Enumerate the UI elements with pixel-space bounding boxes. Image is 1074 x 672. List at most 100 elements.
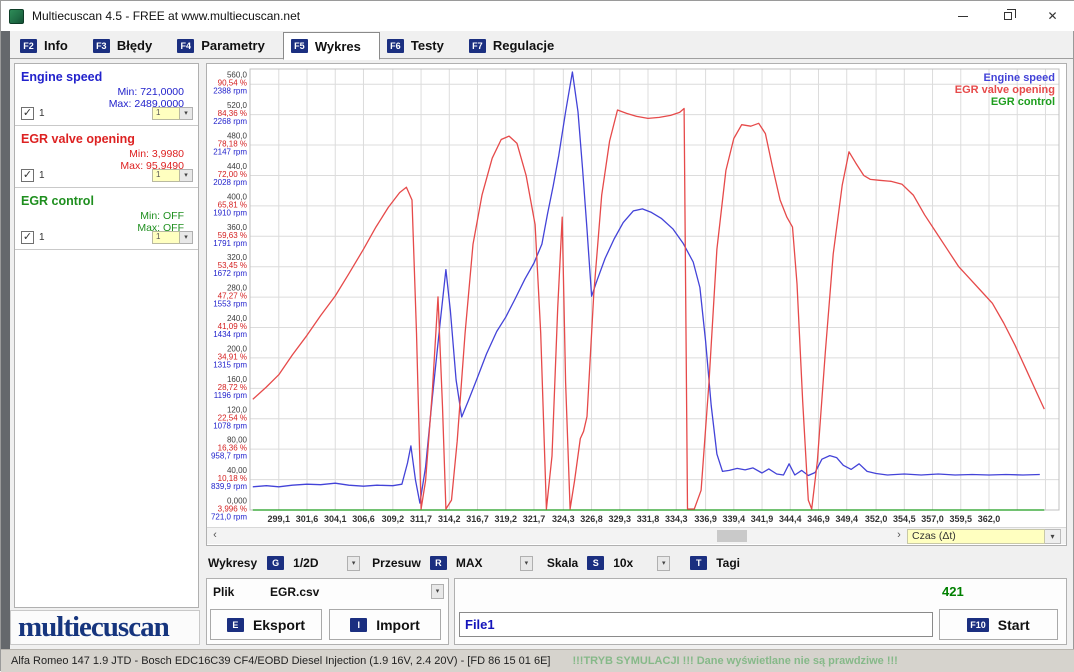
file-combo[interactable]: EGR.csv [270,585,320,599]
record-panel: 421 F10 Start [454,578,1067,645]
x-axis-tick-label: 336,9 [694,514,717,524]
channel-min-value: Min: 721,0000 [117,86,184,98]
y-axis-tick-label: 160,0 [227,375,248,384]
x-axis-tick-label: 309,2 [382,514,405,524]
tab-regulacje[interactable]: F7 Regulacje [462,33,572,59]
przesuw-combo-arrow-icon[interactable]: ▾ [519,555,533,571]
skala-combo[interactable]: 10x [613,556,634,570]
y-axis-tick-label: 84,36 % [218,109,247,118]
parameter-sidebar: Engine speed Min: 721,0000 Max: 2489,0000 ✓… [14,63,199,608]
y-axis-tick-label: 53,45 % [218,261,247,270]
x-axis-tick-label: 304,1 [324,514,347,524]
tab-parametry[interactable]: F4 Parametry [170,33,283,59]
channel-group-combo[interactable]: 1 ▾ [152,169,193,182]
window-title: Multiecuscan 4.5 - FREE at www.multiecus… [32,9,301,23]
x-axis-combo[interactable]: Czas (Δt) [907,528,1045,544]
tab-info[interactable]: F2 Info [13,33,86,59]
channel-checkbox-label: 1 [39,232,45,243]
file-combo-arrow-icon[interactable]: ▾ [431,584,444,599]
y-axis-tick-label: 0,000 [227,497,248,506]
y-axis-tick-label: 41,09 % [218,322,247,331]
title-bar: Multiecuscan 4.5 - FREE at www.multiecus… [1,1,1074,31]
vehicle-info: Alfa Romeo 147 1.9 JTD - Bosch EDC16C39 … [11,655,551,667]
y-axis-tick-label: 240,0 [227,314,248,323]
y-axis-tick-label: 40,00 [227,466,248,475]
y-axis-tick-label: 480,0 [227,132,248,141]
x-axis-tick-label: 354,5 [893,514,916,524]
skala-combo-arrow-icon[interactable]: ▾ [657,555,671,571]
tab-key-badge: F6 [386,38,404,53]
channel-group-arrow-icon[interactable]: ▾ [180,231,193,244]
x-axis-tick-label: 316,7 [466,514,489,524]
x-axis-tick-label: 324,3 [552,514,575,524]
y-axis-tick-label: 320,0 [227,253,248,262]
y-axis-tick-label: 200,0 [227,344,248,353]
legend-entry: EGR control [991,96,1055,108]
channel-group-arrow-icon[interactable]: ▾ [180,169,193,182]
tab-testy[interactable]: F6 Testy [380,33,462,59]
tab-label: Wykres [314,38,361,54]
tab-key-badge: F4 [177,38,195,53]
przesuw-label: Przesuw [372,556,421,570]
y-axis-tick-label: 22,54 % [218,413,247,422]
channel-checkbox[interactable]: ✓ [21,169,34,182]
y-axis-tick-label: 1791 rpm [213,239,247,248]
eksport-button[interactable]: E Eksport [210,609,322,640]
channel-group-combo[interactable]: 1 ▾ [152,107,193,120]
minimize-button[interactable] [940,1,985,31]
tab-wykres[interactable]: F5 Wykres [282,32,380,60]
channel-group-combo[interactable]: 1 ▾ [152,231,193,244]
scroll-right-arrow[interactable]: › [891,528,907,544]
x-axis-tick-label: 346,9 [807,514,830,524]
start-button[interactable]: F10 Start [939,609,1058,640]
channel-min-value: Min: OFF [140,210,184,222]
y-axis-tick-label: 560,0 [227,71,248,80]
file-name-input[interactable] [459,612,933,637]
scroll-left-arrow[interactable]: ‹ [207,528,223,544]
tab-błędy[interactable]: F3 Błędy [86,33,170,59]
chart-canvas[interactable]: 560,090,54 %2388 rpm 520,084,36 %2268 rpm… [207,64,1066,526]
file-panel: Plik EGR.csv ▾ E Eksport I Import [206,578,449,645]
chart-scrollbar[interactable] [223,528,891,544]
x-axis-tick-label: 329,3 [609,514,632,524]
tagi-label[interactable]: Tagi [716,556,740,570]
import-button[interactable]: I Import [329,609,441,640]
y-axis-tick-label: 839,9 rpm [211,482,247,491]
channel-min-value: Min: 3,9980 [129,148,184,160]
scrollbar-thumb[interactable] [717,530,747,542]
channel-card: EGR valve opening Min: 3,9980 Max: 95,9490… [15,126,198,188]
close-button[interactable]: ✕ [1047,9,1058,23]
channel-card: Engine speed Min: 721,0000 Max: 2489,0000 ✓… [15,64,198,126]
tab-label: Błędy [116,38,153,53]
y-axis-tick-label: 2028 rpm [213,178,247,187]
przesuw-combo[interactable]: MAX [455,556,483,570]
channel-checkbox[interactable]: ✓ [21,231,34,244]
eksport-key-badge: E [226,617,244,632]
wykresy-combo[interactable]: 1/2D [293,556,319,570]
y-axis-tick-label: 440,0 [227,162,248,171]
x-axis-tick-label: 306,6 [352,514,375,524]
y-axis-tick-label: 72,00 % [218,170,247,179]
y-axis-tick-label: 280,0 [227,284,248,293]
tab-key-badge: F2 [20,38,37,53]
restore-button[interactable] [985,1,1030,31]
tab-key-badge: F7 [468,38,486,53]
channel-group-value: 1 [152,107,180,120]
tagi-key-badge: T [690,556,708,570]
tab-label: Parametry [201,38,265,53]
channel-checkbox[interactable]: ✓ [21,107,34,120]
y-axis-tick-label: 2147 rpm [213,148,247,157]
channel-card: EGR control Min: OFF Max: OFF ✓ 1 1 ▾ [15,188,198,250]
minimize-icon [957,15,968,17]
x-axis-tick-label: 359,5 [950,514,973,524]
wykresy-combo-arrow-icon[interactable]: ▾ [347,555,361,571]
channel-group-arrow-icon[interactable]: ▾ [180,107,193,120]
legend-entry: Engine speed [983,72,1055,84]
y-axis-tick-label: 78,18 % [218,140,247,149]
y-axis-tick-label: 1910 rpm [213,208,247,217]
y-axis-tick-label: 1553 rpm [213,300,247,309]
y-axis-tick-label: 3,996 % [218,505,247,514]
x-axis-combo-arrow-icon[interactable]: ▾ [1045,528,1061,544]
x-axis-tick-label: 314,2 [438,514,461,524]
